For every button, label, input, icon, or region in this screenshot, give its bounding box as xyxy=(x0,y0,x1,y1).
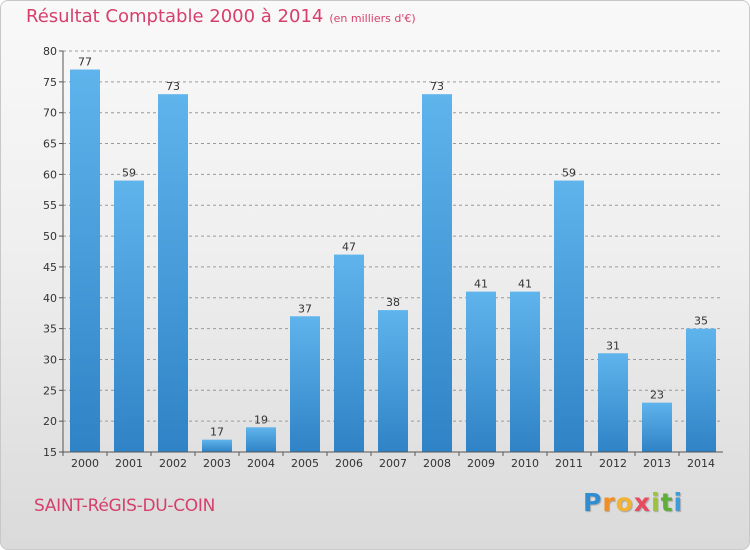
y-tick-label: 50 xyxy=(43,230,57,243)
bar xyxy=(334,254,364,452)
bar xyxy=(290,316,320,452)
bar xyxy=(378,310,408,452)
bar xyxy=(422,94,452,452)
y-tick-label: 35 xyxy=(43,323,57,336)
x-tick-label: 2001 xyxy=(115,457,143,470)
x-tick-label: 2005 xyxy=(291,457,319,470)
bar xyxy=(642,402,672,452)
bar-value-label: 35 xyxy=(694,315,708,328)
x-tick-label: 2004 xyxy=(247,457,275,470)
commune-name: SAINT-RéGIS-DU-COIN xyxy=(34,496,215,516)
logo-letter: r xyxy=(602,488,616,517)
chart-title-text: Résultat Comptable 2000 à 2014 xyxy=(26,6,324,27)
y-tick-label: 15 xyxy=(43,446,57,459)
logo-letter: o xyxy=(615,488,634,517)
bar xyxy=(598,353,628,452)
bar-value-label: 77 xyxy=(78,56,92,69)
x-tick-label: 2007 xyxy=(379,457,407,470)
axes xyxy=(59,50,723,456)
chart-unit: (en milliers d'€) xyxy=(329,12,416,25)
x-tick-label: 2010 xyxy=(511,457,539,470)
bar-value-label: 59 xyxy=(122,167,136,180)
x-tick-label: 2008 xyxy=(423,457,451,470)
bars xyxy=(70,69,716,453)
bar-value-label: 47 xyxy=(342,241,356,254)
bar-value-label: 59 xyxy=(562,167,576,180)
logo-letter: i xyxy=(673,488,684,517)
y-tick-label: 75 xyxy=(43,76,57,89)
bar xyxy=(510,291,540,452)
x-tick-label: 2006 xyxy=(335,457,363,470)
x-tick-label: 2000 xyxy=(71,457,99,470)
y-tick-label: 45 xyxy=(43,261,57,274)
y-tick-label: 80 xyxy=(43,45,57,58)
bar xyxy=(158,94,188,452)
bar xyxy=(246,427,276,452)
x-tick-label: 2009 xyxy=(467,457,495,470)
y-tick-label: 40 xyxy=(43,292,57,305)
y-tick-label: 60 xyxy=(43,168,57,181)
bar-value-label: 17 xyxy=(210,426,224,439)
x-tick-label: 2002 xyxy=(159,457,187,470)
y-tick-label: 25 xyxy=(43,384,57,397)
tick-and-data-labels: 15 20 25 30 35 40 45 50 55 60 65 70 75 80 77 2000 59 2001… xyxy=(43,45,715,470)
chart-title: Résultat Comptable 2000 à 2014 (en millie… xyxy=(26,6,416,27)
bar xyxy=(70,69,100,452)
bar-value-label: 37 xyxy=(298,302,312,315)
bar-value-label: 23 xyxy=(650,389,664,402)
y-tick-label: 20 xyxy=(43,415,57,428)
x-tick-label: 2011 xyxy=(555,457,583,470)
y-tick-label: 55 xyxy=(43,199,57,212)
x-tick-label: 2012 xyxy=(599,457,627,470)
bar xyxy=(114,180,144,453)
logo-letter: x xyxy=(633,488,651,517)
proxiti-logo[interactable]: Proxiti xyxy=(583,488,683,517)
bar xyxy=(554,180,584,453)
bar-value-label: 73 xyxy=(430,80,444,93)
logo-letter: t xyxy=(660,488,674,517)
bar-value-label: 38 xyxy=(386,296,400,309)
y-tick-label: 70 xyxy=(43,107,57,120)
bar-value-label: 31 xyxy=(606,339,620,352)
bar-value-label: 41 xyxy=(474,278,488,291)
x-tick-label: 2014 xyxy=(687,457,715,470)
x-tick-label: 2013 xyxy=(643,457,671,470)
bar-value-label: 19 xyxy=(254,413,268,426)
bar xyxy=(202,439,232,452)
x-tick-label: 2003 xyxy=(203,457,231,470)
bar-value-label: 41 xyxy=(518,278,532,291)
logo-letter: P xyxy=(583,488,603,517)
y-tick-label: 65 xyxy=(43,138,57,151)
bar-value-label: 73 xyxy=(166,80,180,93)
bar xyxy=(686,328,716,452)
logo-letter: i xyxy=(651,488,661,517)
bar xyxy=(466,291,496,452)
y-tick-label: 30 xyxy=(43,353,57,366)
